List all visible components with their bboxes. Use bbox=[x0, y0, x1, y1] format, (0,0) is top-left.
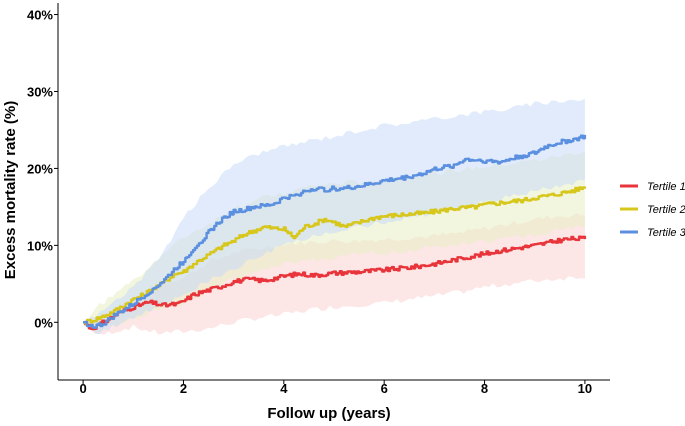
y-ticks: 0% 10% 20% 30% 40% bbox=[27, 8, 58, 330]
legend-label-tertile-2: Tertile 2 bbox=[647, 204, 685, 216]
y-tick-label: 40% bbox=[27, 8, 53, 23]
y-axis-title: Excess mortality rate (%) bbox=[2, 101, 19, 279]
tertile-1-line bbox=[83, 235, 587, 331]
tertile-3-confidence-band bbox=[83, 98, 585, 335]
x-tick-label: 8 bbox=[481, 381, 488, 396]
legend-label-tertile-3: Tertile 3 bbox=[647, 227, 685, 239]
x-tick-label: 2 bbox=[180, 381, 187, 396]
y-tick-label: 0% bbox=[34, 315, 53, 330]
axes bbox=[57, 3, 610, 381]
x-tick-label: 6 bbox=[381, 381, 388, 396]
x-tick-label: 10 bbox=[578, 381, 592, 396]
x-axis-title: Follow up (years) bbox=[267, 405, 390, 422]
tertile-3-line bbox=[83, 134, 587, 329]
legend: Tertile 1 Tertile 2 Tertile 3 bbox=[620, 181, 685, 239]
x-ticks: 0 2 4 6 8 10 bbox=[79, 380, 592, 396]
series-lines bbox=[83, 134, 587, 331]
confidence-bands bbox=[83, 98, 585, 335]
y-tick-label: 10% bbox=[27, 238, 53, 253]
legend-label-tertile-1: Tertile 1 bbox=[647, 181, 685, 193]
tertile-2-line bbox=[83, 186, 587, 325]
y-tick-label: 20% bbox=[27, 161, 53, 176]
x-tick-label: 4 bbox=[280, 381, 288, 396]
y-tick-label: 30% bbox=[27, 84, 53, 99]
x-tick-label: 0 bbox=[79, 381, 86, 396]
